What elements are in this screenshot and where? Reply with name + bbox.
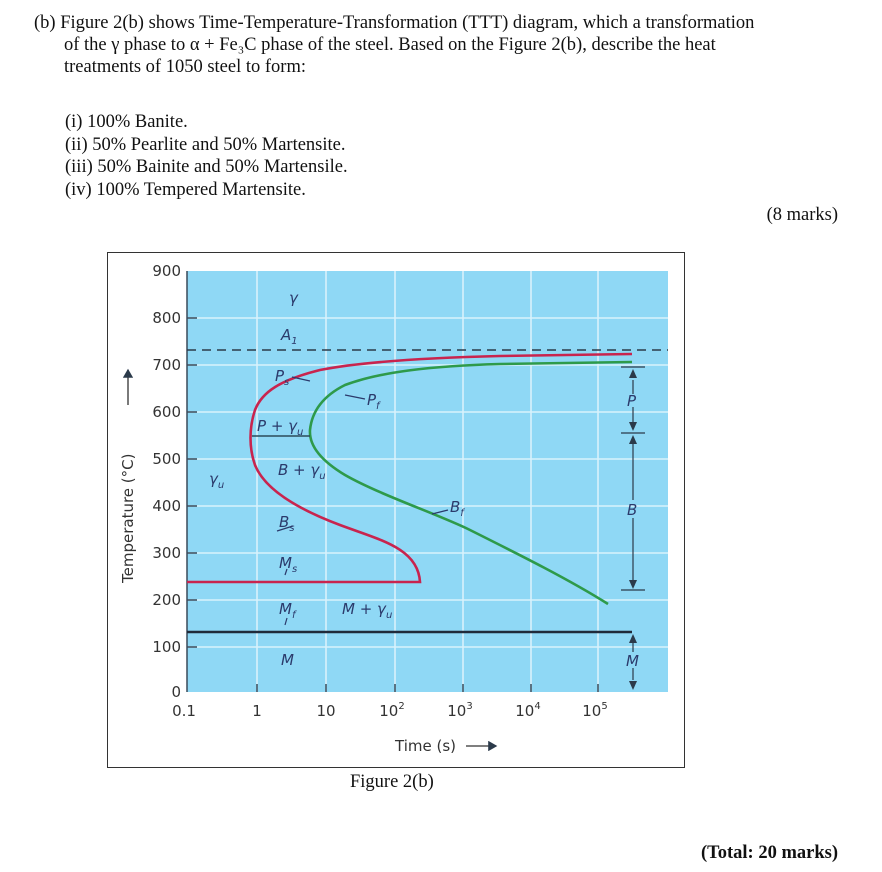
svg-text:10: 10 [316, 702, 335, 720]
label-b-gamma: B + γu [278, 461, 326, 482]
grid-lines [187, 271, 668, 692]
label-gamma-u: γu [209, 470, 224, 491]
label-ms: Ms [279, 554, 297, 575]
label-ps: Ps [275, 367, 289, 388]
start-curve [187, 352, 633, 584]
label-p-gamma: P + γu [257, 417, 303, 438]
item-ii: (ii) 50% Pearlite and 50% Martensite. [65, 134, 346, 155]
label-bf: Bf [450, 498, 465, 519]
figure-frame [107, 252, 685, 768]
y-axis-ticks [187, 317, 197, 648]
label-gamma: γ [289, 289, 299, 307]
item-iii: (iii) 50% Bainite and 50% Martensile. [65, 157, 348, 177]
region-labels: γ A1 Ps Pf P + γu B + γu γu Bs Bf Ms Mf … [209, 289, 465, 669]
range-label-m: M [626, 652, 639, 670]
svg-text:400: 400 [152, 497, 181, 515]
svg-text:300: 300 [152, 544, 181, 562]
x-axis-title: Time (s) [394, 737, 456, 755]
svg-text:500: 500 [152, 450, 181, 468]
svg-text:1: 1 [252, 702, 262, 720]
x-tick-labels: 0.1 1 10 102 103 104 105 [172, 701, 608, 720]
item-i: (i) 100% Banite. [65, 112, 188, 132]
item-iv: (iv) 100% Tempered Martensite. [65, 179, 306, 200]
label-m: M [281, 651, 294, 669]
label-m-gamma: M + γu [342, 600, 392, 621]
svg-text:100: 100 [152, 638, 181, 656]
marks-label: (8 marks) [766, 205, 838, 225]
svg-text:800: 800 [152, 309, 181, 327]
y-axis-title: Temperature (°C) [119, 454, 137, 584]
question-line-3: treatments of 1050 steel to form: [64, 57, 306, 77]
total-marks: (Total: 20 marks) [700, 843, 838, 863]
finish-curve [308, 360, 633, 606]
svg-text:103: 103 [447, 701, 472, 720]
range-labels: P B M [626, 392, 639, 670]
right-annotations [621, 366, 645, 680]
svg-text:600: 600 [152, 403, 181, 421]
question-line-1: (b) Figure 2(b) shows Time-Temperature-T… [34, 13, 755, 33]
question-line-2: of the γ phase to α + Fe₃C phase of the … [64, 35, 716, 55]
leader-lines [276, 376, 449, 626]
question-items: (i) 100% Banite. (ii) 50% Pearlite and 5… [65, 111, 348, 201]
label-mf: Mf [279, 600, 297, 621]
svg-text:700: 700 [152, 356, 181, 374]
range-arrow-icons [629, 369, 637, 690]
range-label-b: B [627, 501, 637, 519]
y-tick-labels: 900 800 700 600 500 400 300 200 100 0 [152, 262, 181, 701]
figure-caption: Figure 2(b) [350, 772, 434, 792]
label-bs: Bs [279, 513, 295, 534]
svg-text:200: 200 [152, 591, 181, 609]
svg-text:900: 900 [152, 262, 181, 280]
svg-text:102: 102 [379, 701, 404, 720]
label-a1: A1 [280, 326, 298, 347]
svg-text:0.1: 0.1 [172, 702, 196, 720]
plot-area [187, 271, 668, 692]
svg-text:0: 0 [171, 683, 181, 701]
x-axis-ticks [256, 684, 599, 692]
label-pf: Pf [367, 391, 381, 412]
svg-text:104: 104 [515, 701, 540, 720]
svg-text:105: 105 [582, 701, 607, 720]
range-label-p: P [627, 392, 637, 410]
question-text: (b) Figure 2(b) shows Time-Temperature-T… [34, 12, 840, 78]
